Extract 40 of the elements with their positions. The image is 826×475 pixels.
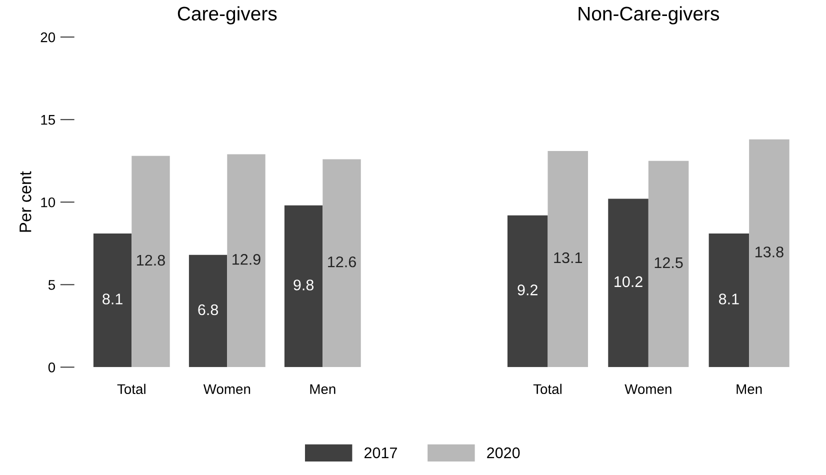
chart-title: Care-givers: [178, 6, 277, 24]
bar: [648, 160, 689, 368]
data-label: 12.5: [654, 257, 683, 268]
bar: [227, 154, 266, 368]
bar: [132, 156, 170, 368]
y-tick-label: 20: [40, 32, 56, 42]
bar: [284, 205, 323, 368]
chart-title: Non-Care-givers: [578, 6, 720, 24]
x-tick-label: Total: [117, 384, 146, 394]
bar: [93, 233, 132, 368]
x-tick-label: Total: [533, 384, 562, 394]
y-tick-label: 15: [41, 115, 56, 125]
y-tick-label: 0: [48, 362, 56, 372]
y-tick-label: 5: [48, 280, 56, 290]
data-label: 6.8: [198, 304, 218, 316]
y-tick-label: 10: [41, 197, 56, 208]
data-label: 9.2: [518, 284, 538, 296]
y-axis-title: Per cent: [20, 171, 32, 232]
bar: [708, 233, 750, 368]
data-label: 8.1: [102, 294, 122, 304]
legend-label: 2017: [364, 447, 397, 458]
data-label: 12.9: [232, 254, 260, 265]
bar: [749, 139, 790, 368]
bar: [548, 150, 588, 368]
data-label: 8.1: [718, 294, 739, 304]
bar: [188, 254, 228, 368]
x-tick-label: Men: [310, 384, 336, 394]
data-label: 9.8: [294, 280, 314, 290]
x-tick-label: Women: [624, 384, 672, 394]
data-label: 12.8: [137, 254, 165, 266]
legend-label: 2020: [487, 447, 520, 458]
bar: [322, 159, 361, 368]
data-label: 13.8: [756, 246, 784, 258]
data-label: 10.2: [614, 276, 642, 288]
x-tick-label: Men: [736, 384, 762, 394]
data-label: 13.1: [554, 252, 582, 264]
x-tick-label: Women: [203, 384, 250, 394]
bar: [608, 198, 648, 368]
bar: [507, 215, 548, 368]
data-label: 12.6: [328, 256, 356, 268]
